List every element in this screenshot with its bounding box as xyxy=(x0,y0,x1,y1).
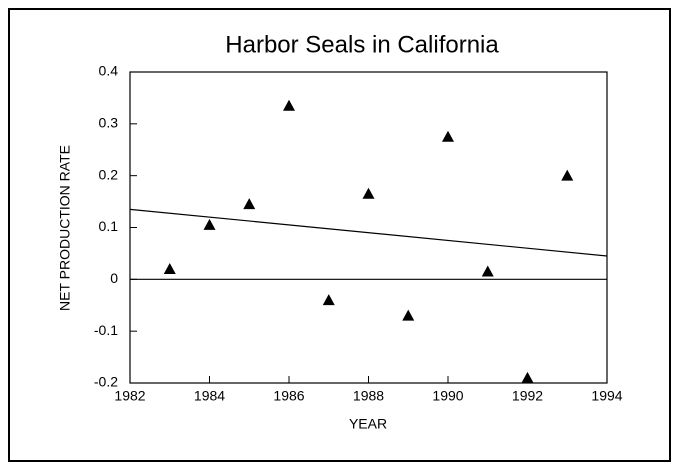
x-axis-label: YEAR xyxy=(349,416,387,432)
point xyxy=(481,265,494,277)
point xyxy=(322,294,335,306)
x-tick-label: 1984 xyxy=(194,388,225,404)
x-tick-label: 1994 xyxy=(591,388,622,404)
x-tick-label: 1986 xyxy=(273,388,304,404)
y-axis-label: NET PRODUCTION RATE xyxy=(57,145,73,311)
y-tick-label: 0.2 xyxy=(99,166,119,182)
y-tick-label: 0.1 xyxy=(99,218,119,234)
y-tick-label: -0.2 xyxy=(94,374,118,390)
point xyxy=(521,371,534,383)
chart-title: Harbor Seals in California xyxy=(225,31,499,58)
point xyxy=(283,99,295,111)
x-tick-label: 1990 xyxy=(432,388,463,404)
x-tick-label: 1992 xyxy=(512,388,543,404)
point xyxy=(203,218,216,230)
plot-frame xyxy=(129,71,608,384)
y-tick-label: 0.3 xyxy=(99,115,119,131)
point xyxy=(561,169,574,181)
x-tick-label: 1988 xyxy=(353,388,384,404)
x-tick-label: 1982 xyxy=(114,388,145,404)
y-tick-label: 0.4 xyxy=(99,63,119,79)
point xyxy=(362,187,375,199)
outer-border xyxy=(8,8,671,462)
y-tick-label: 0 xyxy=(110,270,118,286)
point xyxy=(442,130,454,142)
point xyxy=(243,198,256,210)
trend-line xyxy=(129,208,608,257)
y-tick-label: -0.1 xyxy=(94,322,118,338)
point xyxy=(402,309,415,321)
point xyxy=(163,262,176,274)
